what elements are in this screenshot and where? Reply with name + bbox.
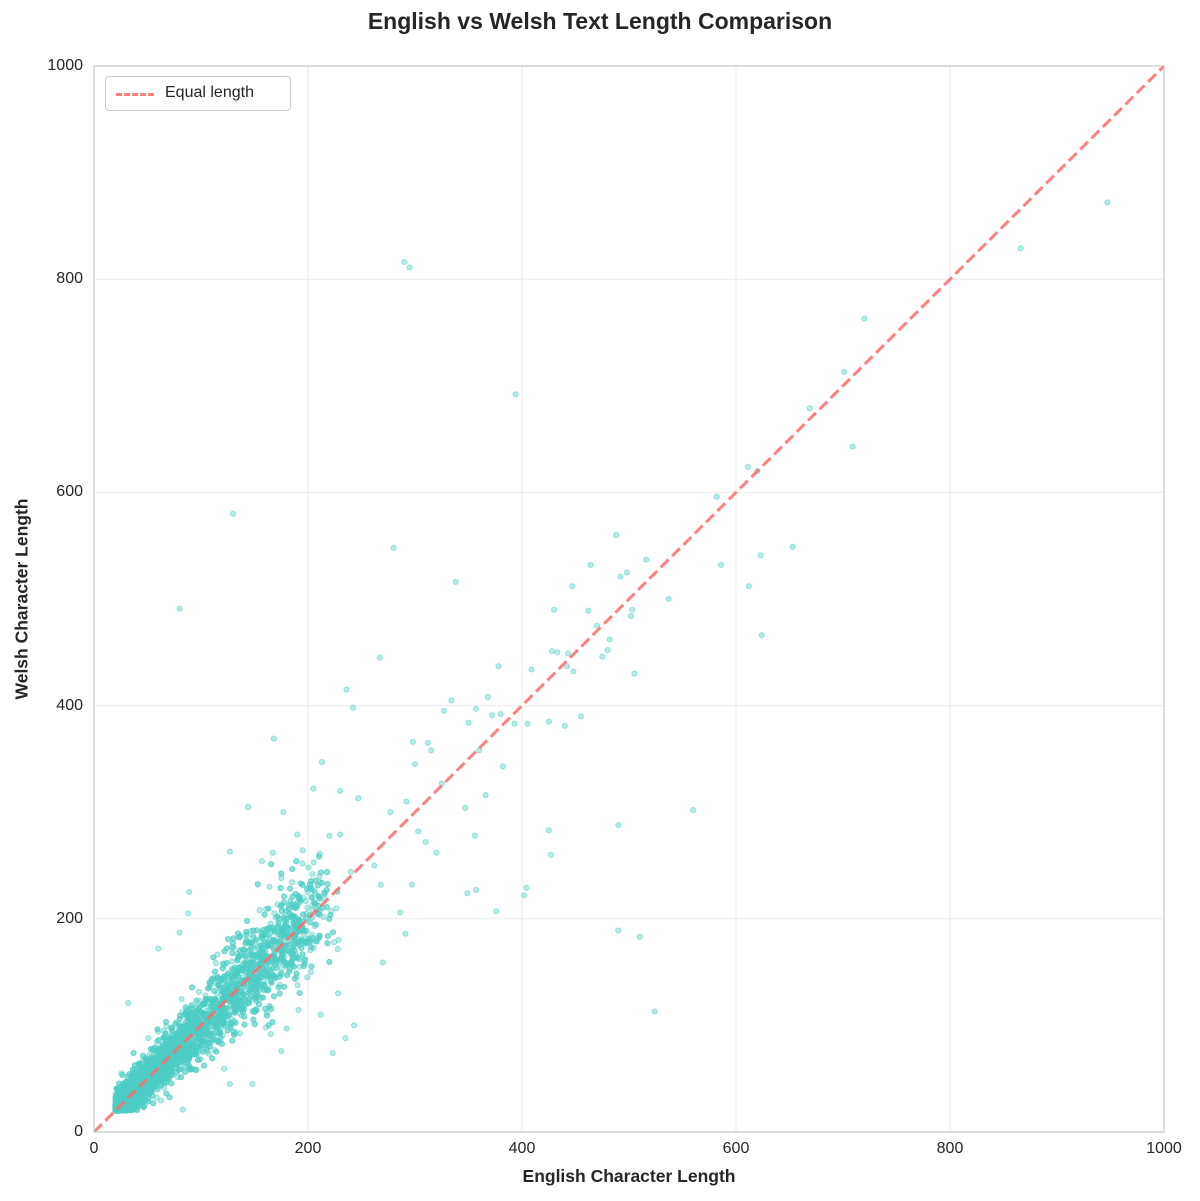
dashed-line-legend-icon: [116, 93, 154, 96]
x-tick-label: 200: [294, 1140, 322, 1157]
x-tick-label: 400: [508, 1140, 536, 1157]
x-tick-label: 0: [89, 1140, 99, 1157]
y-tick-label: 400: [56, 696, 83, 714]
x-tick-label: 800: [936, 1140, 964, 1157]
x-tick-label: 1000: [1146, 1140, 1182, 1157]
y-tick-label: 0: [74, 1123, 83, 1140]
legend-label-equal-length: Equal length: [165, 84, 254, 101]
gridlines: [93, 65, 1165, 1133]
y-axis-label: Welsh Character Length: [11, 498, 32, 700]
chart-title: English vs Welsh Text Length Comparison: [367, 8, 833, 34]
plot-frame: [93, 65, 1165, 1133]
y-tick-label: 600: [56, 483, 83, 501]
x-axis-label: English Character Length: [522, 1166, 736, 1186]
equal-length-line: [92, 64, 1166, 1134]
y-tick-label: 200: [56, 909, 83, 927]
x-tick-label: 600: [722, 1140, 750, 1157]
y-tick-label: 1000: [47, 57, 83, 74]
scatter-points: [112, 199, 1111, 1114]
legend: Equal length: [105, 76, 291, 111]
y-tick-label: 800: [56, 270, 83, 288]
